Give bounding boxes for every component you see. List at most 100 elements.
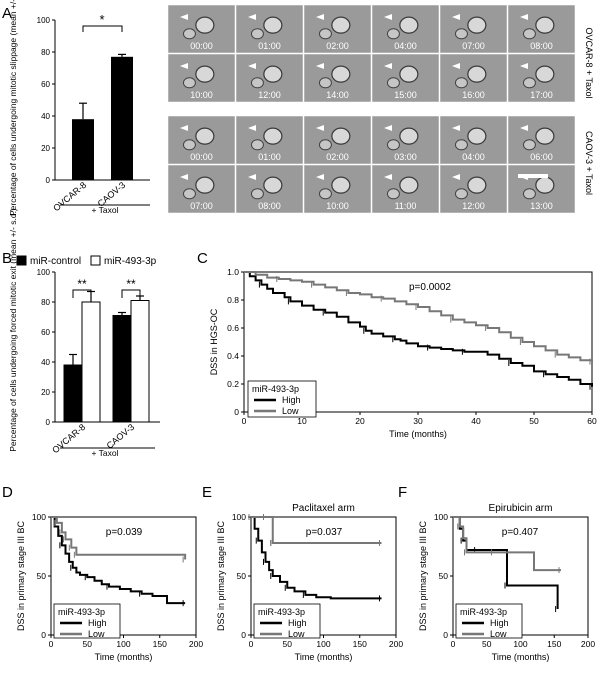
panel-c-ytick-label: 0.2 [227, 379, 239, 389]
panel-b-bar [81, 301, 101, 423]
cell-body [195, 176, 215, 194]
panel-c-ytick-label: 0 [234, 407, 239, 417]
panel-a-micrographs: OVCAR-8 + Taxol CAOV-3 + Taxol 00:00 01:0… [167, 4, 594, 214]
panel-b-bar [130, 300, 150, 423]
cell-body [195, 65, 215, 83]
panel-c-xtick-label: 20 [355, 416, 365, 426]
panel-e-xtick-label: 150 [353, 639, 367, 649]
cell-body [318, 77, 332, 89]
panel-b-significance-bracket [121, 289, 141, 298]
panel-f-km-curve-high [453, 516, 559, 610]
panel-f-xtick-label: 100 [513, 639, 527, 649]
panel-a-significance-bracket [82, 25, 123, 32]
panel-e-ytick-label: 50 [237, 571, 247, 581]
timestamp-label: 06:00 [530, 152, 553, 162]
cell-body [399, 16, 419, 34]
cell-body [331, 176, 351, 194]
panel-a-group-label: + Taxol [91, 205, 118, 215]
panel-b-ytick-label: 80 [41, 298, 50, 307]
timestamp-label: 10:00 [190, 90, 213, 100]
timestamp-label: 13:00 [530, 201, 553, 211]
cell-body [331, 16, 351, 34]
panel-d-xtick-label: 150 [153, 639, 167, 649]
timestamp-label: 12:00 [462, 201, 485, 211]
cell-body [250, 28, 264, 40]
arrowhead-marker [520, 63, 528, 69]
panel-e-legend-label: Low [288, 629, 305, 639]
panel-d-ytick-label: 50 [37, 571, 47, 581]
cell-body [250, 188, 264, 200]
timestamp-label: 04:00 [462, 152, 485, 162]
scale-bar [518, 174, 548, 178]
panel-b-legend-label: miR-control [30, 256, 81, 267]
arrowhead-marker [316, 125, 324, 131]
arrowhead-marker [520, 125, 528, 131]
panel-e-ytick-label: 0 [241, 630, 246, 640]
cell-body [535, 16, 555, 34]
panel-d-legend-label: Low [88, 629, 105, 639]
panel-f-title: Epirubicin arm [489, 503, 553, 514]
panel-f-pvalue: p=0.407 [502, 527, 539, 538]
panel-b-ytick-label: 40 [41, 358, 50, 367]
timestamp-label: 08:00 [530, 41, 553, 51]
arrowhead-marker [248, 174, 256, 180]
panel-a-category-label: OVCAR-8 [51, 180, 88, 213]
panel-e-legend-label: High [288, 618, 307, 628]
cell-body [535, 65, 555, 83]
panel-a-ytick-label: 40 [41, 112, 50, 121]
panel-b-ytick-label: 20 [41, 388, 50, 397]
panel-c-survival-chart: 0 10 20 30 40 50 60 0 0.2 0.4 0.6 0.8 1.0 Time (month… [209, 267, 597, 439]
panel-a-bar [111, 56, 133, 180]
panel-d-legend-title: miR-493-3p [58, 607, 105, 617]
panel-d-km-curve-high [51, 516, 186, 605]
panel-c-km-curve-high [244, 271, 593, 387]
cell-body [467, 176, 487, 194]
panel-label-c: C [197, 250, 208, 267]
panel-d-xlabel: Time (months) [95, 652, 153, 662]
timestamp-label: 07:00 [462, 41, 485, 51]
arrowhead-marker [180, 125, 188, 131]
arrowhead-marker [384, 14, 392, 20]
arrowhead-marker [248, 14, 256, 20]
panel-d-ytick-label: 0 [41, 630, 46, 640]
panel-b-bar [112, 315, 132, 423]
timestamp-label: 14:00 [326, 90, 349, 100]
arrowhead-marker [180, 63, 188, 69]
panel-a-ytick-label: 100 [37, 16, 51, 25]
cell-body [522, 77, 536, 89]
timestamp-label: 10:00 [326, 201, 349, 211]
cell-body [182, 188, 196, 200]
panel-b-significance-label: ** [126, 277, 136, 291]
panel-d-pvalue: p=0.039 [106, 527, 143, 538]
panel-f-legend-box [455, 603, 523, 639]
panel-e-legend-title: miR-493-3p [258, 607, 305, 617]
panel-d-ylabel: DSS in primary stage III BC [16, 520, 26, 631]
panel-f-xtick-label: 50 [482, 639, 492, 649]
panel-a-bar-chart: Percentage of cells undergoing mitotic s… [8, 0, 150, 216]
timestamp-label: 17:00 [530, 90, 553, 100]
panel-c-ytick-label: 1.0 [227, 267, 239, 277]
panel-e-pvalue: p=0.037 [306, 527, 343, 538]
panel-label-e: E [202, 484, 212, 501]
panel-f-legend-title: miR-493-3p [460, 607, 507, 617]
panel-e-survival-chart: 0 50 100 150 200 0 50 100 Time (months) DSS in pr… [216, 503, 403, 662]
cell-body [331, 65, 351, 83]
panel-c-xtick-label: 0 [242, 416, 247, 426]
cell-body [467, 65, 487, 83]
ovcar8-row-label: OVCAR-8 + Taxol [584, 27, 594, 98]
panel-e-xtick-label: 0 [249, 639, 254, 649]
panel-c-xtick-label: 40 [471, 416, 481, 426]
panel-f-legend-label: High [490, 618, 509, 628]
cell-body [522, 188, 536, 200]
panel-label-a: A [2, 5, 12, 22]
cell-body [182, 28, 196, 40]
panel-f-xtick-label: 150 [547, 639, 561, 649]
panel-f-km-curve-low [453, 516, 561, 572]
panel-e-legend-box [253, 603, 321, 639]
timestamp-label: 01:00 [258, 41, 281, 51]
panel-c-xtick-label: 30 [413, 416, 423, 426]
timestamp-label: 03:00 [394, 152, 417, 162]
panel-d-legend-box [53, 603, 121, 639]
cell-body [250, 139, 264, 151]
